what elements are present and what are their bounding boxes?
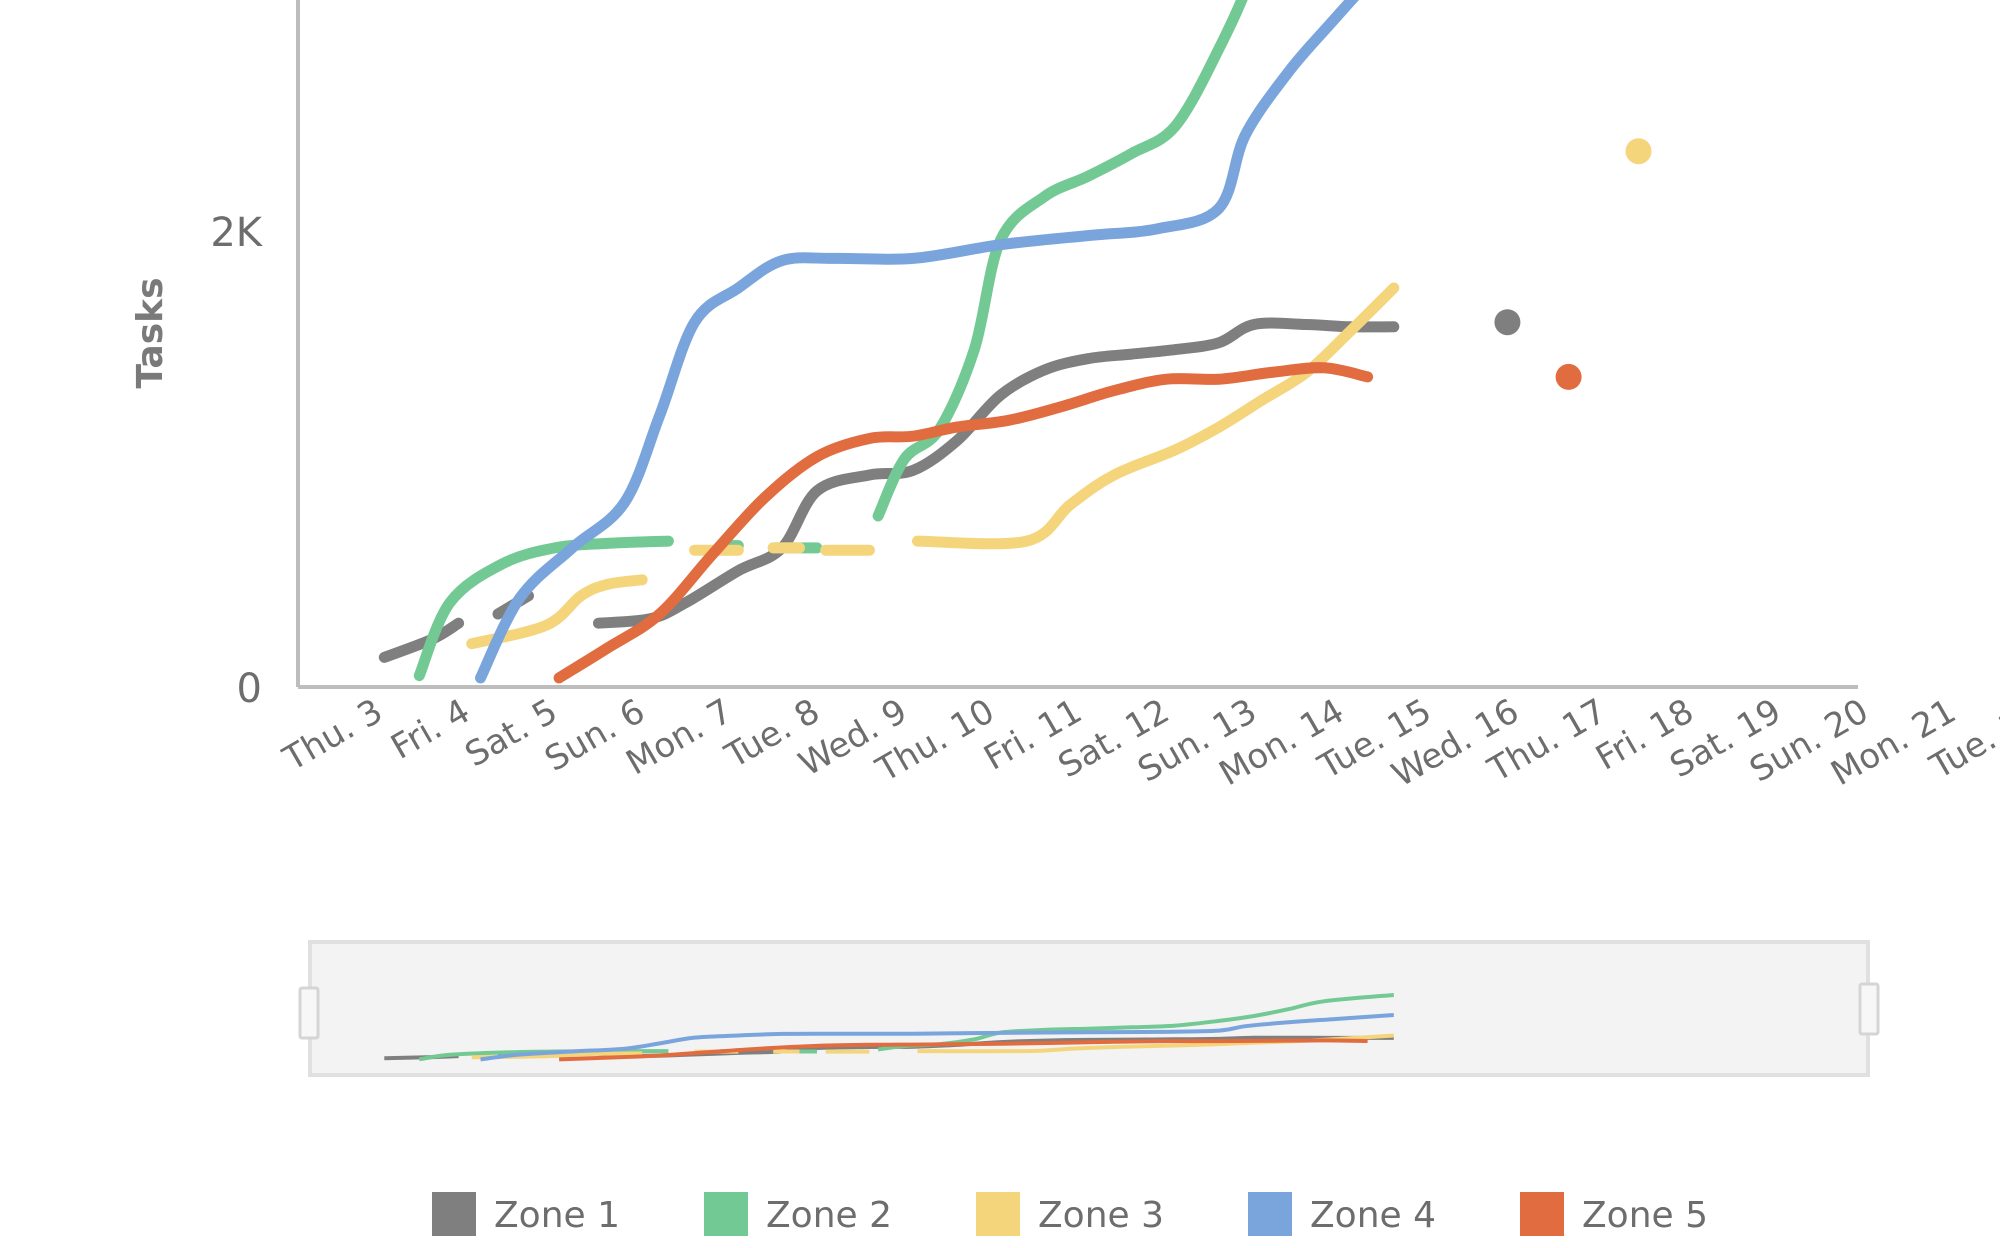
legend-item[interactable]: Zone 2 [704, 1192, 892, 1236]
y-axis-title: Tasks [130, 277, 171, 388]
zone-4-line-segment[interactable] [475, 0, 1394, 684]
x-tick-label: Thu. 3 [276, 691, 390, 780]
legend-item[interactable]: Zone 5 [1520, 1192, 1708, 1236]
plot-area [378, 0, 1652, 684]
zone-1-line-segment[interactable] [378, 617, 465, 663]
y-tick-label: 2K [210, 210, 263, 256]
zone-4-navigator-line [480, 1013, 1394, 1062]
legend-swatch [704, 1192, 748, 1236]
zone-5-data-point[interactable] [1555, 363, 1582, 390]
zone-5-navigator-line [559, 1038, 1368, 1062]
legend-label: Zone 4 [1310, 1195, 1436, 1236]
zone-3-navigator-line [471, 1051, 643, 1060]
legend-item[interactable]: Zone 4 [1248, 1192, 1436, 1236]
navigator-left-handle[interactable] [298, 986, 320, 1040]
zone-2-line-segment[interactable] [872, 0, 1394, 522]
zone-5-line-segment[interactable] [553, 362, 1374, 684]
navigator-right-handle[interactable] [1858, 982, 1880, 1036]
x-tick-label: Fri. 4 [384, 691, 477, 768]
zone-3-line-segment[interactable] [912, 282, 1400, 550]
navigator[interactable] [298, 940, 1880, 1077]
navigator-series [384, 993, 1394, 1062]
legend-label: Zone 3 [1038, 1195, 1164, 1236]
zone-3-line-segment[interactable] [466, 574, 648, 650]
legend-swatch [432, 1192, 476, 1236]
legend-item[interactable]: Zone 1 [432, 1192, 620, 1236]
y-tick-label: 0 [237, 666, 262, 712]
legend-label: Zone 1 [494, 1195, 620, 1236]
y-tick-labels: 02K4K [210, 210, 263, 712]
zone-1-line-segment[interactable] [593, 317, 1400, 629]
legend: Zone 1 Zone 2 Zone 3 Zone 4 Zone 5 [432, 1192, 1708, 1236]
axes [296, 0, 1858, 689]
zone-2-line-segment[interactable] [413, 535, 674, 682]
legend-item[interactable]: Zone 3 [976, 1192, 1164, 1236]
legend-label: Zone 2 [766, 1195, 892, 1236]
zone-1-data-point[interactable] [1494, 309, 1521, 336]
legend-swatch [976, 1192, 1020, 1236]
legend-swatch [1248, 1192, 1292, 1236]
zone-3-data-point[interactable] [1625, 138, 1652, 165]
legend-label: Zone 5 [1582, 1195, 1708, 1236]
legend-swatch [1520, 1192, 1564, 1236]
